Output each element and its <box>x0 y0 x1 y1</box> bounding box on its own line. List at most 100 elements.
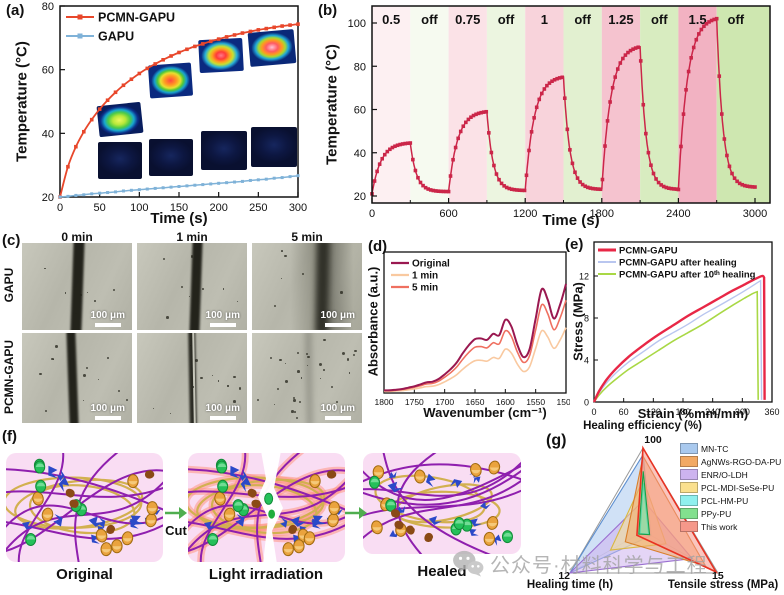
svg-text:20: 20 <box>354 191 366 203</box>
panel-f-label: (f) <box>2 428 17 445</box>
radar-legend-item: PCL-MDI-SeSe-PU <box>680 481 781 494</box>
scale-bar-label: 100 μm <box>205 403 240 414</box>
panel-a-label: (a) <box>6 2 25 19</box>
on-off-cycling-chart: 0.5 off 0.75 off 1 off 1.25 off 1.5 off 0 600 1200 18… <box>348 5 771 220</box>
caption-healed: Healed <box>417 563 467 580</box>
heal-arrow-icon <box>345 507 367 519</box>
svg-text:200: 200 <box>209 202 227 214</box>
svg-text:12: 12 <box>579 272 589 282</box>
panel-a-xlabel: Time (s) <box>150 210 208 227</box>
scale-bar-label: 100 μm <box>90 310 125 321</box>
legend-swatch <box>680 508 698 519</box>
microscopy-image-grid: 100 μm 100 μm 100 μm 100 μm 100 μm 100 μm <box>0 230 390 430</box>
scale-bar: 100 μm <box>321 310 355 327</box>
polymer-network-drawing <box>188 453 345 562</box>
svg-text:50: 50 <box>94 202 106 214</box>
svg-text:0: 0 <box>369 208 375 220</box>
polymer-network-drawing <box>363 453 521 554</box>
svg-text:100: 100 <box>130 202 148 214</box>
svg-text:40: 40 <box>42 128 54 140</box>
svg-text:80: 80 <box>42 1 54 13</box>
legend-swatch <box>680 495 698 506</box>
svg-text:8: 8 <box>584 314 589 324</box>
stress-strain-PCMN-GAPU after healing <box>593 279 763 403</box>
thermal-inset-dark-3 <box>251 127 297 167</box>
radar-legend-item: ENR/O-LDH <box>680 468 781 481</box>
svg-text:0: 0 <box>584 398 589 408</box>
caption-original: Original <box>56 566 113 583</box>
svg-text:1650: 1650 <box>466 397 485 407</box>
svg-text:3000: 3000 <box>743 208 767 220</box>
scale-bar: 100 μm <box>206 310 240 327</box>
svg-text:2400: 2400 <box>666 208 690 220</box>
svg-text:120: 120 <box>646 407 661 417</box>
legend-swatch <box>680 482 698 493</box>
panel-e-xlabel: Strain (%mm/mm) <box>637 406 749 421</box>
radar-max-15: 15 <box>712 570 724 582</box>
svg-text:PCMN-GAPU: PCMN-GAPU <box>98 11 175 25</box>
svg-text:300: 300 <box>289 202 307 214</box>
svg-text:0: 0 <box>57 202 63 214</box>
legend-swatch <box>680 469 698 480</box>
legend-label: MN-TC <box>701 443 729 454</box>
panel-d: (d) Absorbance (a.u.) Wavenumber (cm⁻¹) … <box>365 230 571 425</box>
legend-label: ENR/O-LDH <box>701 469 748 480</box>
series-temperature-cycles <box>370 16 757 196</box>
thermal-inset-dark-0 <box>98 142 142 179</box>
svg-text:0: 0 <box>591 407 596 417</box>
radar-legend-item: MN-TC <box>680 442 781 455</box>
scratch-crack <box>66 333 79 423</box>
ftir-series-5 min <box>383 300 567 392</box>
svg-text:1500: 1500 <box>557 397 570 407</box>
radar-legend-item: PCL-HM-PU <box>680 494 781 507</box>
svg-text:PCMN-GAPU after 10ᵗʰ healing: PCMN-GAPU after 10ᵗʰ healing <box>619 270 756 281</box>
svg-text:off: off <box>421 12 438 27</box>
svg-text:100: 100 <box>348 18 366 30</box>
legend-swatch <box>680 456 698 467</box>
micrograph-gapu-0min: 100 μm <box>22 243 132 330</box>
svg-text:off: off <box>651 12 668 27</box>
schematic-healed <box>363 453 521 554</box>
schematic-light-irradiation <box>188 453 345 562</box>
micrograph-pcmn-gapu-0min: 100 μm <box>22 333 132 423</box>
svg-text:PCMN-GAPU after healing: PCMN-GAPU after healing <box>619 258 737 269</box>
panel-c-col-0min: 0 min <box>61 230 93 244</box>
panel-b-label: (b) <box>318 2 338 19</box>
legend-label: PCL-HM-PU <box>701 495 749 506</box>
svg-text:5 min: 5 min <box>412 283 438 294</box>
svg-text:1700: 1700 <box>435 397 454 407</box>
panel-e: (e) Stress (MPa) Strain (%mm/mm) 0 60 120 1… <box>565 230 784 425</box>
radar-series-This work <box>636 445 718 574</box>
svg-text:250: 250 <box>249 202 267 214</box>
ftir-series-1 min <box>383 327 567 393</box>
series-PCMN-GAPU <box>58 22 300 199</box>
svg-text:1800: 1800 <box>375 397 394 407</box>
svg-text:1550: 1550 <box>526 397 545 407</box>
svg-text:60: 60 <box>354 105 366 117</box>
svg-text:off: off <box>498 12 515 27</box>
radar-legend-item: AgNWs-RGO-DA-PU <box>680 455 781 468</box>
scale-bar: 100 μm <box>206 403 240 420</box>
panel-g: (g) Healing efficiency (%) 100 12 Healin… <box>527 420 784 595</box>
svg-text:4: 4 <box>584 356 589 366</box>
svg-text:GAPU: GAPU <box>98 30 134 44</box>
svg-text:180: 180 <box>675 407 690 417</box>
panel-f: (f) Cut Original Light irradiation Heale… <box>0 425 540 595</box>
micrograph-pcmn-gapu-1min: 100 μm <box>137 333 247 423</box>
scale-bar: 100 μm <box>91 310 125 327</box>
panel-e-label: (e) <box>565 236 584 253</box>
radar-axis-healing-time: Healing time (h) <box>526 579 614 591</box>
heating-curve-chart: 0 50 100 150 200 250 300 20 40 60 80 PCMN-GAPU GAPU <box>42 1 307 214</box>
panel-a: (a) Temperature (°C) Time (s) 0 50 100 150 2… <box>0 0 315 230</box>
panel-c-col-5min: 5 min <box>291 230 323 244</box>
svg-text:1.5: 1.5 <box>689 12 707 27</box>
svg-text:300: 300 <box>735 407 750 417</box>
panel-c: (c) 0 min 1 min 5 min GAPU PCMN-GAPU 100… <box>0 230 390 430</box>
legend-swatch <box>680 443 698 454</box>
scale-bar-label: 100 μm <box>320 310 355 321</box>
legend-label: PPy-PU <box>701 508 732 519</box>
svg-text:240: 240 <box>705 407 720 417</box>
scale-bar-label: 100 μm <box>90 403 125 414</box>
